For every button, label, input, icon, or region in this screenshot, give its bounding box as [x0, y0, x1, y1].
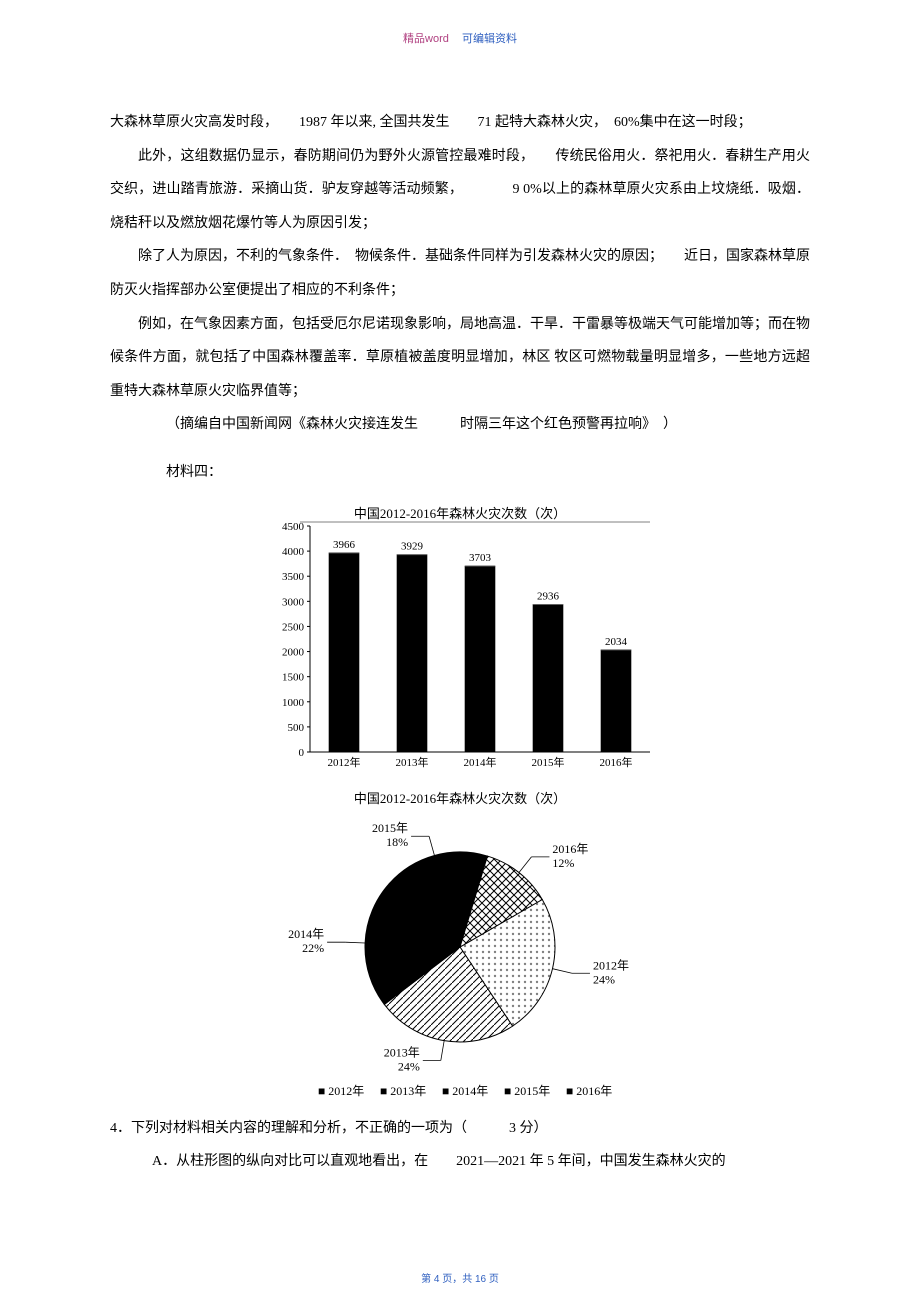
material-4-label: 材料四： — [110, 456, 810, 490]
pie-chart-title: 中国2012-2016年森林火灾次数（次） — [354, 791, 566, 806]
bar-xtick: 2012年 — [328, 755, 361, 769]
pie-slice-label: 2012年 — [593, 958, 629, 972]
paragraph-1: 大森林草原火灾高发时段， 1987 年以来, 全国共发生 71 起特大森林火灾，… — [110, 106, 810, 140]
pie-legend-item: ■ 2016年 — [566, 1084, 612, 1098]
bar-xtick: 2016年 — [600, 755, 633, 769]
bar — [601, 649, 632, 751]
bar-ytick: 0 — [299, 747, 305, 759]
pie-chart: 中国2012-2016年森林火灾次数（次）2012年24%2013年24%201… — [270, 787, 650, 1112]
paragraph-2: 此外，这组数据仍显示，春防期间仍为野外火源管控最难时段， 传统民俗用火．祭祀用火… — [110, 140, 810, 241]
bar-value: 2936 — [537, 590, 560, 602]
pie-slice-label: 2015年 — [372, 821, 408, 835]
bar-ytick: 1500 — [282, 671, 305, 683]
pie-legend-item: ■ 2013年 — [380, 1084, 426, 1098]
bar-chart-svg: 中国2012-2016年森林火灾次数（次） 0 500 1000 1500 2000 250… — [260, 504, 660, 774]
option-a: A．从柱形图的纵向对比可以直观地看出，在 2021—2021 年 5 年间，中国… — [110, 1145, 810, 1179]
page: 精品word 可编辑资料 大森林草原火灾高发时段， 1987 年以来, 全国共发… — [0, 0, 920, 1303]
header-right: 可编辑资料 — [462, 33, 517, 45]
page-header: 精品word 可编辑资料 — [110, 30, 810, 46]
bar — [533, 604, 564, 751]
bar-ytick: 4500 — [282, 521, 305, 533]
pie-slice-label: 2014年 — [288, 927, 324, 941]
bar-ytick: 4000 — [282, 546, 305, 558]
bar-value: 3929 — [401, 540, 424, 552]
bar-ytick: 2000 — [282, 646, 305, 658]
footer-text: 第 4 页，共 16 页 — [421, 1274, 499, 1285]
option-a-label: A． — [152, 1154, 176, 1169]
question-number: 4． — [110, 1121, 131, 1136]
bar-ytick: 1000 — [282, 696, 305, 708]
bar-value: 2034 — [605, 635, 628, 647]
bar — [465, 566, 496, 752]
bar — [397, 554, 428, 751]
bar-ytick: 500 — [288, 721, 305, 733]
bar — [329, 552, 360, 751]
pie-slice-label: 2016年 — [552, 841, 588, 855]
pie-slice-percent: 18% — [386, 835, 408, 849]
question-4: 4．下列对材料相关内容的理解和分析，不正确的一项为（ 3 分） — [110, 1112, 810, 1146]
bar-value: 3703 — [469, 552, 492, 564]
bar-ytick: 3000 — [282, 596, 305, 608]
charts-container: 中国2012-2016年森林火灾次数（次） 0 500 1000 1500 2000 250… — [110, 504, 810, 1112]
question-text: 下列对材料相关内容的理解和分析，不正确的一项为（ 3 分） — [131, 1121, 548, 1136]
pie-slice-percent: 24% — [398, 1059, 420, 1073]
option-a-text: 从柱形图的纵向对比可以直观地看出，在 2021—2021 年 5 年间，中国发生… — [176, 1154, 726, 1169]
bar-chart-title: 中国2012-2016年森林火灾次数（次） — [354, 506, 566, 521]
bar-ytick: 2500 — [282, 621, 305, 633]
page-footer: 第 4 页，共 16 页 — [0, 1270, 920, 1285]
bar-xtick: 2014年 — [464, 755, 497, 769]
pie-slice-percent: 22% — [302, 941, 324, 955]
pie-slice-label: 2013年 — [384, 1045, 420, 1059]
paragraph-3: 除了人为原因，不利的气象条件． 物候条件．基础条件同样为引发森林火灾的原因； 近… — [110, 240, 810, 307]
pie-slice-percent: 24% — [593, 972, 615, 986]
pie-chart-svg: 中国2012-2016年森林火灾次数（次）2012年24%2013年24%201… — [270, 787, 650, 1107]
paragraph-4: 例如，在气象因素方面，包括受厄尔尼诺现象影响，局地高温．干旱．干雷暴等极端天气可… — [110, 308, 810, 409]
bar-value: 3966 — [333, 538, 356, 550]
bar-xtick: 2015年 — [532, 755, 565, 769]
pie-legend-item: ■ 2012年 — [318, 1084, 364, 1098]
bar-chart: 中国2012-2016年森林火灾次数（次） 0 500 1000 1500 2000 250… — [260, 504, 660, 779]
bar-xtick: 2013年 — [396, 755, 429, 769]
pie-legend-item: ■ 2015年 — [504, 1084, 550, 1098]
pie-legend-item: ■ 2014年 — [442, 1084, 488, 1098]
pie-slice-percent: 12% — [552, 855, 574, 869]
bar-ytick: 3500 — [282, 571, 305, 583]
header-left: 精品word — [403, 33, 449, 45]
paragraph-5-citation: （摘编自中国新闻网《森林火灾接连发生 时隔三年这个红色预警再拉响》 ） — [110, 408, 810, 442]
